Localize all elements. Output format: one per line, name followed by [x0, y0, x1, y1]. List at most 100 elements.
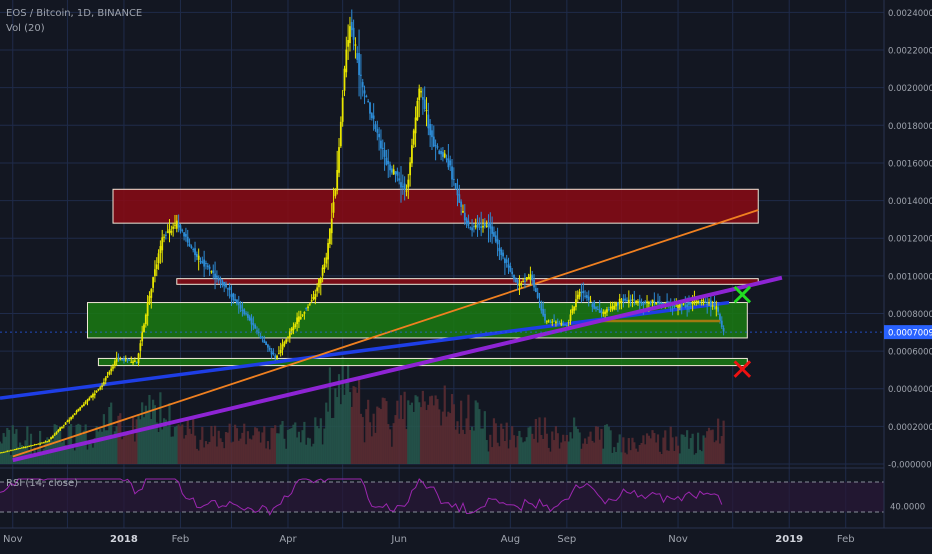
candle-body[interactable] [285, 339, 288, 343]
candle-body[interactable] [666, 301, 669, 303]
candle-body[interactable] [115, 357, 118, 362]
candle-body[interactable] [697, 300, 699, 303]
candle-body[interactable] [217, 277, 220, 281]
candle-body[interactable] [452, 178, 455, 180]
candle-body[interactable] [30, 445, 32, 447]
purple-trendline[interactable] [12, 275, 783, 463]
candle-body[interactable] [128, 359, 131, 361]
candle-body[interactable] [44, 441, 47, 443]
candle-body[interactable] [4, 451, 7, 453]
candle-body[interactable] [622, 298, 625, 302]
candle-body[interactable] [206, 265, 209, 268]
candle-body[interactable] [678, 304, 681, 308]
candle-body[interactable] [245, 313, 247, 315]
candle-body[interactable] [463, 212, 466, 221]
candle-body[interactable] [367, 100, 370, 103]
candle-body[interactable] [540, 303, 543, 311]
candle-body[interactable] [503, 258, 506, 264]
candle-body[interactable] [578, 291, 581, 297]
candle-body[interactable] [647, 301, 650, 304]
candle-body[interactable] [33, 444, 36, 446]
candle-body[interactable] [163, 236, 165, 238]
candle-body[interactable] [369, 102, 371, 114]
candle-body[interactable] [308, 303, 311, 305]
red-x-mark[interactable]: ✕ [730, 353, 755, 388]
candle-body[interactable] [48, 439, 51, 442]
green-x-mark[interactable]: ✕ [730, 278, 755, 313]
candle-body[interactable] [150, 289, 153, 298]
candle-body[interactable] [66, 420, 69, 423]
candle-body[interactable] [534, 288, 537, 293]
candle-body[interactable] [263, 340, 266, 343]
candle-body[interactable] [387, 160, 390, 165]
symbol-line[interactable]: EOS / Bitcoin, 1D, BINANCE [6, 8, 143, 19]
candle-body[interactable] [183, 232, 185, 237]
candle-body[interactable] [267, 344, 269, 348]
candle-body[interactable] [531, 275, 534, 281]
candle-body[interactable] [35, 444, 38, 446]
candle-body[interactable] [203, 259, 206, 267]
candle-body[interactable] [230, 294, 233, 297]
candle-body[interactable] [571, 308, 574, 314]
orange-trendline[interactable] [12, 209, 759, 458]
candle-body[interactable] [316, 287, 319, 292]
candle-body[interactable] [598, 309, 601, 313]
candle-body[interactable] [600, 310, 603, 313]
candle-body[interactable] [516, 280, 519, 284]
candle-body[interactable] [205, 262, 207, 264]
candle-body[interactable] [465, 218, 468, 224]
candle-body[interactable] [166, 231, 169, 233]
candle-body[interactable] [456, 189, 459, 196]
candle-body[interactable] [412, 130, 415, 145]
candle-body[interactable] [86, 399, 89, 402]
candle-body[interactable] [562, 323, 565, 325]
candle-body[interactable] [496, 239, 499, 245]
candle-body[interactable] [389, 164, 391, 171]
candle-body[interactable] [505, 259, 508, 263]
candle-body[interactable] [174, 224, 176, 226]
candle-body[interactable] [482, 225, 484, 228]
candle-body[interactable] [587, 296, 590, 301]
candle-body[interactable] [61, 426, 63, 429]
candle-body[interactable] [432, 136, 435, 147]
candle-body[interactable] [438, 150, 441, 154]
candle-body[interactable] [239, 304, 242, 309]
candle-body[interactable] [257, 331, 260, 333]
candle-body[interactable] [290, 328, 293, 334]
candle-body[interactable] [135, 361, 138, 363]
candle-body[interactable] [345, 49, 348, 73]
candle-body[interactable] [325, 257, 328, 264]
candle-body[interactable] [37, 443, 40, 445]
candle-body[interactable] [130, 361, 133, 363]
candle-body[interactable] [573, 306, 576, 311]
candle-body[interactable] [46, 441, 49, 443]
candle-body[interactable] [607, 309, 610, 311]
candle-body[interactable] [272, 352, 275, 355]
candle-body[interactable] [401, 186, 404, 188]
candle-body[interactable] [626, 300, 628, 302]
candle-body[interactable] [79, 407, 82, 410]
candle-body[interactable] [390, 168, 393, 173]
candle-body[interactable] [542, 308, 545, 316]
candle-body[interactable] [81, 405, 83, 408]
candle-body[interactable] [133, 360, 136, 362]
candle-body[interactable] [77, 408, 80, 412]
candle-body[interactable] [210, 271, 213, 273]
candle-body[interactable] [409, 162, 412, 176]
candle-body[interactable] [414, 117, 417, 134]
candle-body[interactable] [403, 183, 406, 190]
candle-body[interactable] [529, 274, 532, 280]
candle-body[interactable] [199, 260, 202, 262]
candle-body[interactable] [338, 147, 340, 173]
candle-body[interactable] [248, 316, 251, 321]
candle-body[interactable] [485, 225, 488, 227]
candle-body[interactable] [102, 382, 105, 385]
candle-body[interactable] [123, 358, 125, 361]
candle-body[interactable] [298, 316, 300, 322]
candle-body[interactable] [352, 27, 355, 40]
candle-body[interactable] [704, 301, 707, 303]
candle-body[interactable] [265, 341, 268, 346]
candle-body[interactable] [447, 158, 450, 168]
candle-body[interactable] [243, 309, 246, 315]
candle-body[interactable] [95, 390, 98, 393]
